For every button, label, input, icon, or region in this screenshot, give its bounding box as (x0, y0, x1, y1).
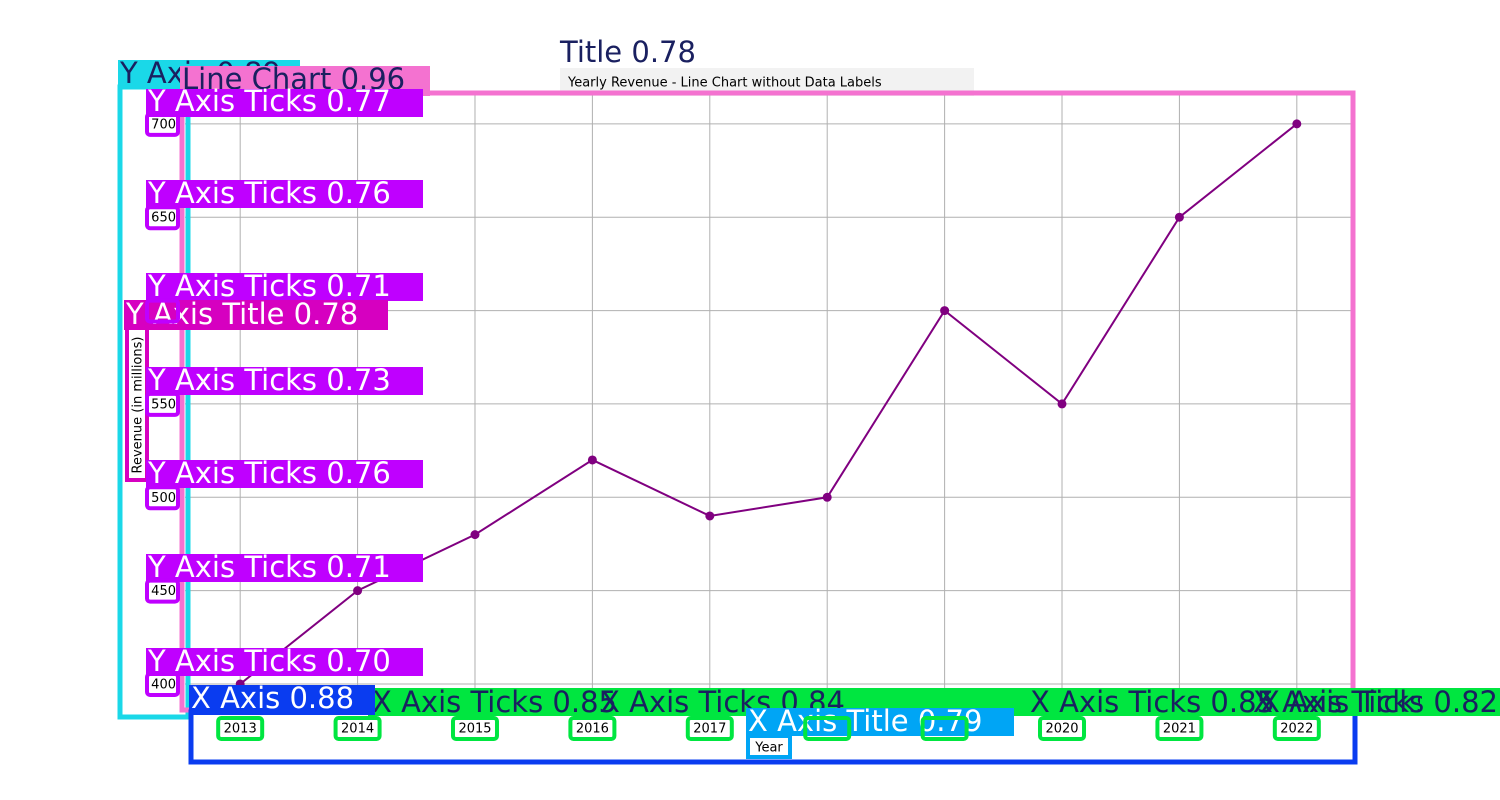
y-tick-label: 700 (151, 117, 176, 132)
point (822, 492, 832, 502)
tick-box (1038, 716, 1087, 741)
y-tick-label: 450 (151, 584, 176, 599)
point (705, 511, 715, 521)
tag-bg (146, 554, 423, 582)
tick-box (145, 578, 180, 604)
tag-x-tick: X Axis Ticks 0.82 (1253, 685, 1498, 719)
tick-box (920, 716, 969, 741)
x-tick-label: 2014 (341, 722, 374, 737)
tag-bg (146, 273, 423, 301)
tag-x-tick: X Axis Ticks 0.85 (1030, 685, 1275, 719)
tag-bg (146, 367, 423, 395)
point (353, 586, 363, 596)
tag-bg (124, 300, 388, 330)
y-axis-label: Revenue (in millions) (131, 337, 146, 474)
tag-bg (146, 180, 423, 208)
tag-y-tick: Y Axis Ticks 0.70 (147, 644, 391, 678)
tag-x-axis: X Axis 0.88 (191, 681, 354, 715)
y-tick-label: 550 (151, 397, 176, 412)
tag-y-axis-title: Y Axis Title 0.78 (125, 297, 358, 331)
point (1174, 212, 1184, 222)
tick-box (333, 716, 382, 741)
x-tick-label: 2016 (576, 722, 609, 737)
tick-box (685, 716, 734, 741)
chart-title: Yearly Revenue - Line Chart without Data… (567, 76, 882, 91)
tick-box (1272, 716, 1321, 741)
point (940, 306, 950, 316)
tick-box (145, 671, 180, 697)
tag-y-tick: Y Axis Ticks 0.76 (147, 176, 391, 210)
tick-boxes (145, 111, 1321, 741)
tag-bg (146, 460, 423, 488)
tag-x-axis-title: X Axis Title 0.79 (748, 704, 982, 738)
tag-title: Title 0.78 (559, 35, 696, 69)
tick-box (145, 298, 180, 324)
x-tick-label: 2015 (458, 722, 491, 737)
tag-bg (189, 685, 375, 715)
x-tick-label: 2022 (1280, 722, 1313, 737)
tag-bg (746, 708, 1014, 736)
tag-y-tick: Y Axis Ticks 0.71 (147, 550, 391, 584)
tag-y-tick: Y Axis Ticks 0.77 (147, 84, 391, 118)
tick-box (145, 205, 180, 231)
tick-box (568, 716, 617, 741)
y-tick-label: 500 (151, 491, 176, 506)
tick-box (145, 485, 180, 511)
tag-bg (146, 89, 423, 117)
tick-box (450, 716, 499, 741)
tick-box (1155, 716, 1204, 741)
point (1292, 119, 1302, 129)
point (1057, 399, 1067, 409)
tag-bg (146, 648, 423, 676)
x-tick-label: 2013 (224, 722, 257, 737)
chart: Yearly Revenue - Line Chart without Data… (131, 68, 1352, 756)
tick-box (145, 111, 180, 137)
x-tick-label: 2020 (1045, 722, 1078, 737)
tag-y-tick: Y Axis Ticks 0.71 (147, 269, 391, 303)
tick-box (803, 716, 852, 741)
x-tick-label: 2021 (1163, 722, 1196, 737)
tick-box (216, 716, 265, 741)
y-tick-label: 650 (151, 211, 176, 226)
x-tick-label: 2017 (693, 722, 726, 737)
tag-y-tick: Y Axis Ticks 0.73 (147, 363, 391, 397)
tag-bg (1420, 688, 1500, 716)
y-tick-label: 400 (151, 677, 176, 692)
point (470, 530, 480, 540)
tag-y-tick: Y Axis Ticks 0.76 (147, 456, 391, 490)
tag-x-tick: X Axis Ticks 0.85 (372, 685, 617, 719)
x-axis-label: Year (754, 741, 783, 756)
tick-box (145, 391, 180, 417)
detection-overlay: Y Axis 0.89 Title 0.78 Line Chart 0.96 Y… (117, 35, 1500, 765)
point (587, 455, 597, 465)
